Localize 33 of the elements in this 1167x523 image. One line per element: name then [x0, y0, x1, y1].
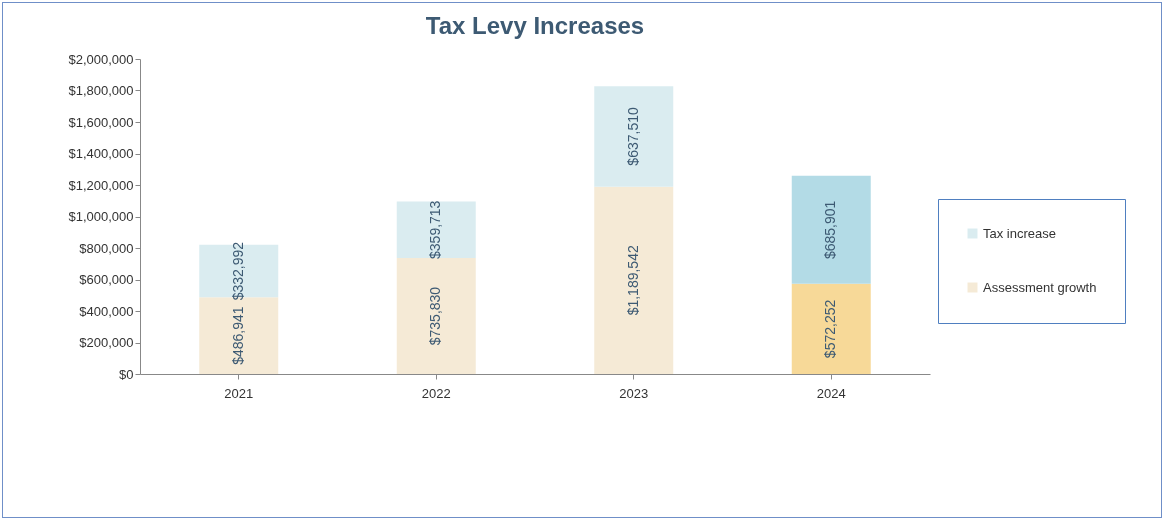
data-label: $486,941 [229, 306, 246, 365]
y-tick-label: $400,000 [79, 303, 134, 319]
y-tick-label: $2,000,000 [68, 51, 134, 67]
x-tick-label: 2022 [421, 385, 451, 401]
data-label: $735,830 [427, 286, 444, 346]
y-tick-label: $600,000 [79, 272, 134, 287]
y-tick-label: $1,600,000 [68, 114, 134, 130]
y-tick-label: $0 [119, 366, 134, 382]
legend-label: Assessment growth [983, 279, 1097, 295]
x-tick-label: 2023 [619, 385, 649, 401]
data-label: $359,713 [427, 200, 444, 259]
y-tick-label: $1,200,000 [68, 177, 134, 193]
chart-title: Tax Levy Increases [425, 12, 645, 39]
bar [594, 86, 674, 187]
bar [594, 186, 674, 374]
bar [396, 258, 476, 374]
y-tick-label: $1,400,000 [68, 146, 134, 161]
data-label: $332,992 [229, 241, 246, 301]
y-tick-label: $1,800,000 [68, 83, 134, 98]
y-tick-label: $1,000,000 [68, 209, 134, 224]
bar [199, 244, 279, 298]
legend-label: Tax increase [983, 225, 1056, 241]
y-tick-label: $200,000 [79, 335, 134, 350]
bar [791, 175, 871, 284]
x-tick-label: 2021 [224, 385, 254, 401]
data-label: $1,189,542 [624, 245, 641, 316]
data-label: $685,901 [822, 200, 839, 260]
data-label: $572,252 [822, 299, 839, 359]
bar [396, 201, 476, 259]
x-tick-label: 2024 [816, 385, 846, 401]
y-tick-label: $800,000 [79, 240, 134, 256]
data-label: $637,510 [624, 107, 641, 166]
bar [791, 283, 871, 374]
